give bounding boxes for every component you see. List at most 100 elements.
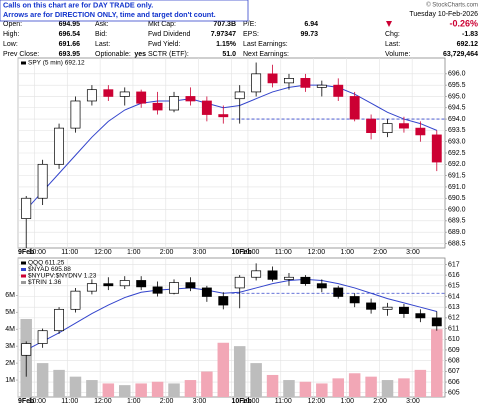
y-tick-label: 614	[448, 293, 460, 300]
candle-body	[119, 91, 130, 97]
volume-bar	[299, 381, 312, 397]
stat-label: EPS:	[243, 31, 259, 38]
volume-bar	[250, 363, 262, 397]
candle-body	[382, 306, 393, 310]
y-tick-label: 695.5	[448, 82, 466, 89]
y-tick-label: 606	[448, 379, 460, 386]
legend-label: $NYUPV:$NYDNV 1.23	[28, 273, 97, 280]
y-tick-label: 693.0	[448, 139, 466, 146]
candle-body	[70, 290, 81, 310]
legend-swatch	[21, 61, 26, 65]
candle-body	[169, 282, 179, 294]
y-tick-label: 605	[448, 390, 460, 397]
candle-body	[185, 96, 196, 102]
stat-value: 1.15%	[216, 41, 237, 48]
legend-swatch	[21, 281, 26, 284]
legend-swatch	[21, 274, 26, 278]
y-tick-label: 693.5	[448, 127, 466, 134]
candle-body	[267, 73, 278, 84]
candle-body	[86, 283, 97, 292]
y-tick-label: 692.5	[448, 150, 466, 157]
volume-bar	[414, 369, 427, 397]
candle-body	[234, 91, 245, 100]
stat-label: P/E:	[243, 21, 256, 28]
y-tick-label: 613	[448, 304, 460, 311]
stat-value: 691.66	[59, 41, 81, 48]
candle-body	[136, 91, 147, 104]
volume-bar	[53, 369, 65, 397]
y-tick-label: 690.5	[448, 195, 466, 202]
y-tick-label: 689.5	[448, 218, 466, 225]
candle-body	[300, 276, 311, 285]
x-tick-label: 12:00	[308, 398, 326, 405]
stat-value: 99.73	[300, 31, 318, 38]
y-tick-label: 608	[448, 357, 460, 364]
candle-body	[398, 123, 409, 129]
stat-label: Last Earnings:	[243, 41, 288, 48]
candle-body	[251, 73, 262, 93]
candle-body	[415, 313, 426, 319]
x-tick-label: 11:00	[61, 249, 78, 256]
notice-box	[0, 0, 249, 22]
candle-body	[300, 78, 311, 88]
x-tick-label: 2:00	[160, 249, 174, 256]
candle-body	[152, 286, 163, 294]
volume-bar	[201, 371, 213, 397]
x-tick-label: 9Feb	[18, 398, 34, 405]
y-tick-label: 611	[448, 325, 459, 332]
volume-bar	[69, 376, 82, 397]
y-tick-label: 694.5	[448, 105, 466, 112]
source: © StockCharts.com	[426, 2, 478, 9]
volume-bar	[102, 383, 115, 397]
candle-body	[37, 163, 48, 199]
stat-value: 6.94	[304, 21, 318, 28]
x-tick-label: 10:00	[242, 249, 260, 256]
volume-bar	[168, 383, 180, 397]
candle-body	[234, 276, 245, 289]
y-tick-label: 688.5	[448, 240, 466, 247]
stat-label: SCTR (ETF):	[148, 51, 189, 58]
y-tick-label: 696.0	[448, 71, 466, 78]
candle-body	[415, 127, 426, 136]
y-tick-label: 691.5	[448, 172, 466, 179]
volume-bar	[217, 342, 230, 397]
summary-value: -1.83	[462, 31, 478, 38]
candle-body	[21, 197, 32, 219]
volume-bar	[332, 378, 344, 397]
date: Tuesday 10-Feb-2026	[409, 11, 478, 18]
legend-swatch	[21, 268, 26, 271]
volume-bar	[135, 383, 147, 397]
x-tick-label: 10:00	[28, 249, 46, 256]
y2-tick-label: 3M	[5, 343, 15, 350]
legend-label: SPY (5 min) 692.12	[28, 60, 85, 67]
candle-body	[54, 127, 65, 165]
x-tick-label: 2:00	[160, 398, 174, 405]
candle-body	[284, 276, 294, 280]
y-tick-label: 695.0	[448, 93, 466, 100]
x-tick-label: 3:00	[193, 398, 207, 405]
y-tick-label: 694.0	[448, 116, 466, 123]
candle-body	[366, 118, 377, 133]
volume-bar	[151, 381, 164, 397]
summary-label: Chg:	[385, 31, 400, 38]
stat-label: Last:	[95, 41, 110, 48]
candle-body	[169, 96, 179, 111]
stat-label: Optionable:	[95, 51, 131, 58]
stat-label: Low:	[3, 41, 18, 48]
stat-label: Mkt Cap:	[148, 21, 176, 28]
volume-bar	[184, 380, 197, 397]
candle-body	[201, 100, 212, 115]
x-tick-label: 10:00	[28, 398, 46, 405]
y-tick-label: 616	[448, 272, 460, 279]
y-tick-label: 609	[448, 347, 460, 354]
candle-body	[103, 89, 114, 97]
x-tick-label: 1:00	[340, 249, 354, 256]
candle-body	[366, 302, 377, 310]
x-tick-label: 12:00	[94, 249, 112, 256]
x-tick-label: 11:00	[275, 249, 292, 256]
stat-label: Open:	[3, 21, 22, 28]
summary-value: 692.12	[457, 41, 479, 48]
candle-body	[284, 78, 294, 84]
